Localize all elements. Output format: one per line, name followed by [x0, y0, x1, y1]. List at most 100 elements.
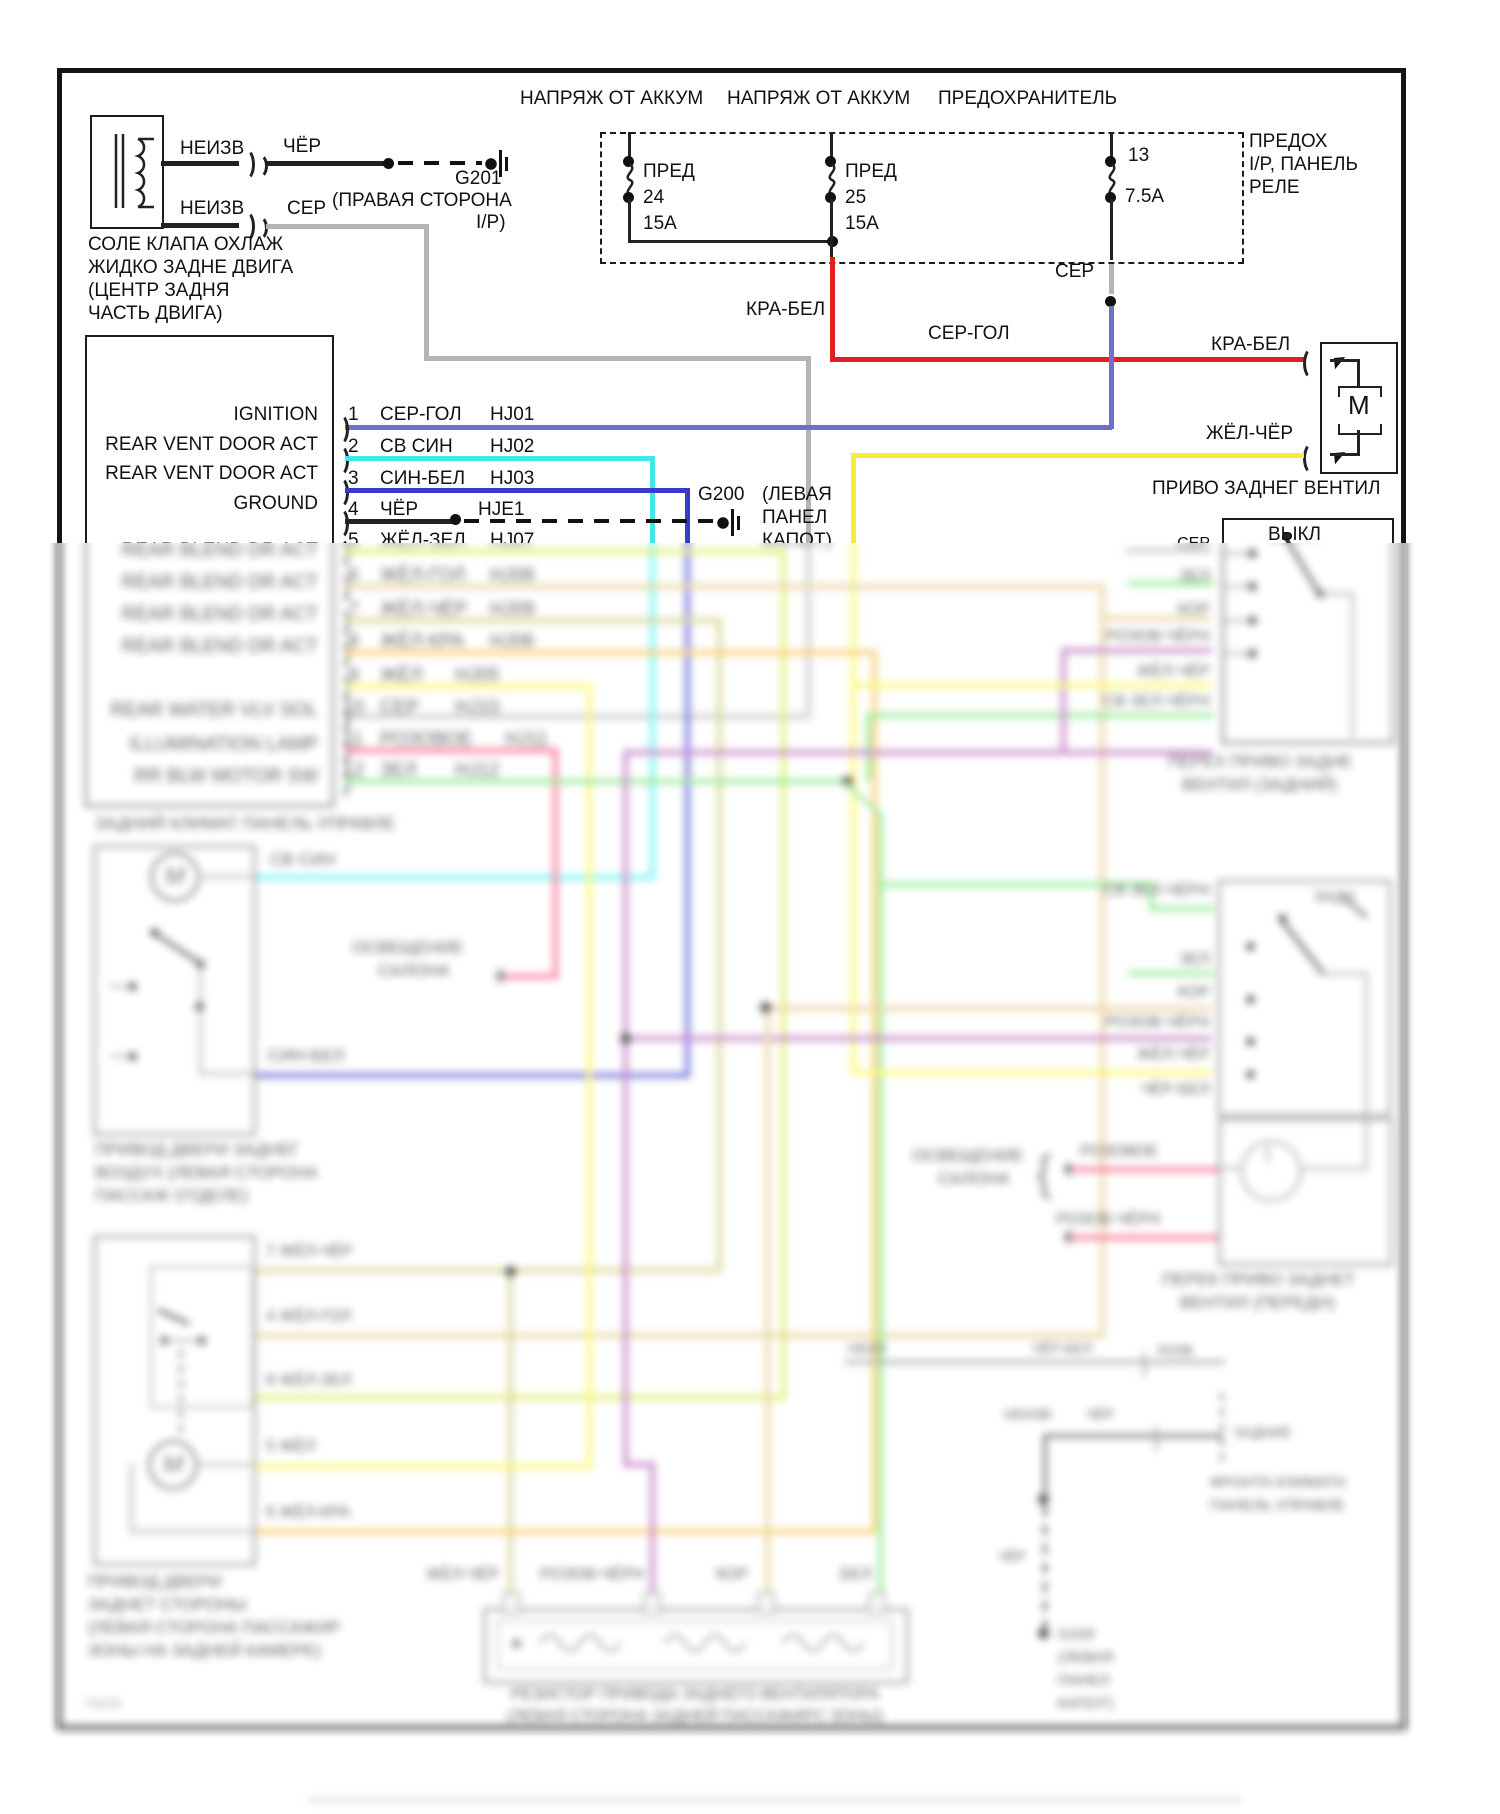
g200b-location: ПАНЕЛ — [1058, 1672, 1110, 1689]
resistor-terminal — [757, 1592, 775, 1614]
wire — [197, 875, 253, 878]
wire-blue2 — [253, 1073, 688, 1078]
ground-icon — [484, 146, 514, 180]
pin-number: 2 — [348, 436, 359, 457]
solenoid-box — [90, 115, 164, 229]
rozovoe-label: РОЗОВОЕ — [1080, 1143, 1158, 1160]
zhel-cher-label: ЖЁЛ-ЧЁР — [1206, 423, 1294, 444]
ser-label: СЕР — [1055, 261, 1095, 282]
resistor-caption: РЕЗИСТОР ПРИВОДА ЗАДНЕГО ВЕНТИЛЯТОРА — [510, 1686, 880, 1703]
ground-dot — [1038, 1628, 1049, 1639]
wire-gray — [806, 356, 811, 543]
cabin-light-label: ОСВЕЩЕНИЕ — [352, 938, 464, 957]
wire — [199, 1072, 253, 1075]
g200-location: ПАНЕЛ — [762, 507, 828, 528]
pin-wire: ЖЁЛ — [380, 665, 423, 686]
wire — [130, 1463, 133, 1533]
actuator2-caption: ЗОНЫ НА ЗАДНЕЙ КАМЕРЕ) — [88, 1641, 322, 1660]
switch2-title: ЗАДН — [1314, 888, 1355, 905]
wire — [163, 1339, 201, 1342]
contact-dot — [1246, 995, 1255, 1004]
wire-blue2 — [685, 543, 690, 1078]
battery-feed-label: НАПРЯЖ ОТ АККУМ — [520, 88, 704, 109]
conn2-label: ЧЁР — [1086, 1406, 1115, 1422]
actuator2-caption: ПРИВОД ДВЕРИ — [88, 1572, 222, 1591]
pin-code: HJ07 — [490, 530, 535, 551]
act2-pin-label: 6 ЖЁЛ-КРА — [266, 1504, 351, 1521]
wire-yellowgreen — [345, 549, 786, 554]
fusebox-side-label: РЕЛЕ — [1249, 177, 1300, 198]
resistor-coil-icon — [538, 1634, 622, 1652]
resistor-wire-label: ЖЁЛ-ЧЁР — [426, 1566, 500, 1583]
wire — [1224, 652, 1252, 655]
g200-location: КАПОТ) — [762, 530, 832, 551]
wire-yellow — [851, 1070, 1212, 1075]
fusebox-side-label: ПРЕДОХ — [1249, 131, 1328, 152]
wire — [1322, 972, 1368, 975]
wire — [830, 132, 833, 160]
sw2-input-label: ЗЕЛ — [1179, 951, 1210, 968]
front-panel-label: ПАНЕЛЬ УПРАВЛЕ — [1210, 1497, 1345, 1514]
wire-yellow2 — [345, 684, 590, 689]
wire-khaki — [345, 618, 720, 623]
wire-blue2 — [685, 488, 690, 543]
switch1-box — [1222, 518, 1394, 543]
wire-green — [866, 713, 1214, 718]
panel-row-label: RR BLW MOTOR SW — [133, 766, 318, 787]
sw2-input-label: РОЗОВ-ЧЁРН — [1105, 1014, 1210, 1031]
wire — [1357, 430, 1360, 455]
wire-green — [1149, 906, 1214, 911]
sw1-input-label: РОЗОВ-ЧЁРН — [1105, 628, 1210, 645]
sw1-input-label: ЖЁЛ-ЧЁР — [1136, 663, 1210, 680]
act2-pin-label: 5 ЖЁЛ — [266, 1438, 316, 1455]
pin-wire: СИН-БЕЛ — [380, 468, 466, 489]
switch1-title: ВЫКЛ — [1268, 524, 1322, 545]
g200-location: (ЛЕВАЯ — [762, 484, 832, 505]
connector-icon — [1303, 442, 1322, 475]
pin-number: 4 — [348, 499, 359, 520]
wire-green — [1128, 581, 1214, 586]
connector-icon — [330, 704, 349, 737]
wire-green — [345, 779, 848, 784]
fuse13-rating: 7.5А — [1125, 186, 1165, 207]
wire — [1224, 552, 1252, 555]
fuse24-number: 24 — [643, 187, 665, 208]
wire-yellow2 — [587, 684, 592, 1469]
arrow-icon — [487, 968, 503, 984]
wire-blue — [1109, 306, 1114, 429]
contact-dot — [1282, 532, 1291, 541]
motor-m: М — [1348, 390, 1370, 420]
pin-number: 5 — [348, 530, 359, 551]
pin-code: HJ01 — [490, 404, 535, 425]
wire-purple — [623, 1462, 655, 1467]
pin-code: HJ07 — [490, 530, 535, 551]
wire-yellow — [851, 683, 1212, 688]
lamp-caption: ПЕРЕК ПРИВО ЗАДНЕТ — [1162, 1270, 1356, 1289]
resistor-wire-label: КОР — [716, 1566, 749, 1583]
wire-yellow2 — [253, 1464, 590, 1469]
panel-row-label: REAR BLEND DR ACT — [121, 540, 318, 561]
resistor-wire-label: РОЗОВ-ЧЁРН — [540, 1566, 645, 1583]
kra-bel-label2: КРА-БЕЛ — [1211, 334, 1291, 355]
sin-bel-label: СИН-БЕЛ — [268, 1046, 345, 1065]
cabin-light-label2: САЛОНА — [938, 1169, 1010, 1188]
wire — [196, 1463, 252, 1466]
fuse25-rating: 15А — [845, 213, 879, 234]
panel-row-label: REAR BLEND DR ACT — [121, 636, 318, 657]
rozov-chern-label: РОЗОВ-ЧЁРН — [1056, 1211, 1161, 1228]
wire-black2 — [1045, 1434, 1223, 1438]
panel-row-label: REAR BLEND DR ACT — [121, 604, 318, 625]
wire — [266, 161, 390, 166]
wire-gray-stub — [1109, 264, 1114, 294]
wire — [628, 199, 631, 243]
contact-dot — [1246, 942, 1255, 951]
fuse-terminal — [1105, 192, 1116, 203]
junction-dot — [505, 1266, 516, 1277]
wire-graydark — [845, 1360, 1225, 1364]
act2-pin-label: 7 ЖЁЛ-ЧЁР — [266, 1243, 353, 1260]
panel-row-label: ILLUMINATION LAMP — [129, 734, 318, 755]
g200b-label: G200 — [1058, 1626, 1095, 1643]
connector-icon — [1128, 1348, 1147, 1381]
